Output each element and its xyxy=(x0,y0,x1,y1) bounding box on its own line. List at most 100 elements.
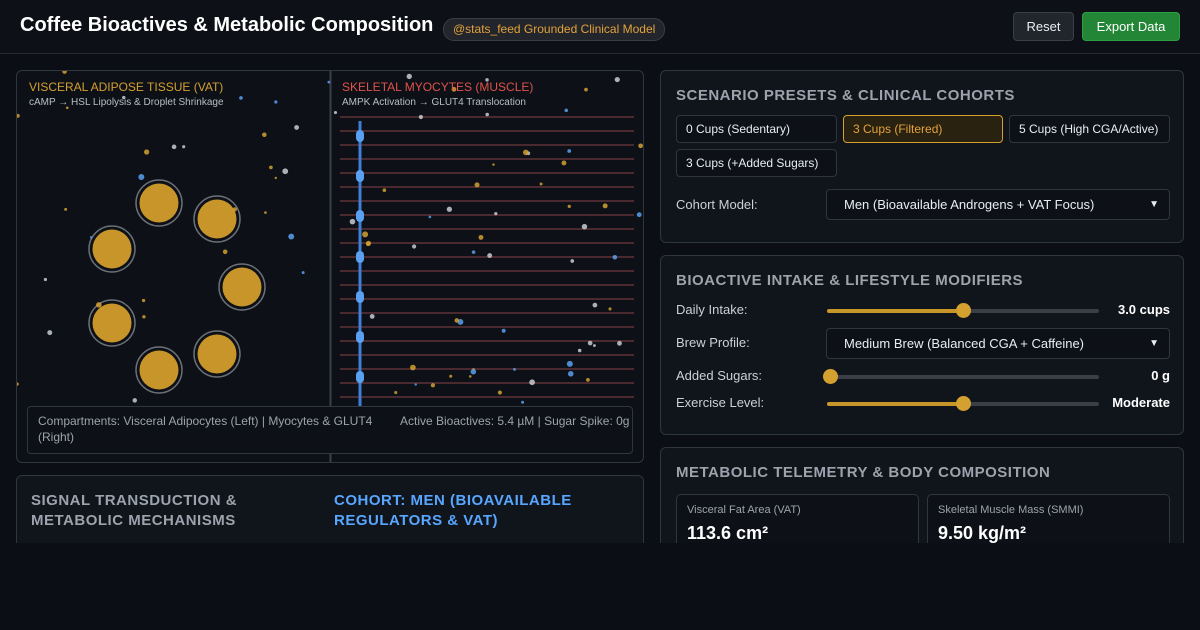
glut4-vesicle xyxy=(356,371,364,383)
brew-value: Medium Brew (Balanced CGA + Caffeine) xyxy=(844,336,1085,351)
particle xyxy=(468,375,472,378)
particle xyxy=(294,125,300,130)
particle xyxy=(539,182,543,186)
mechanisms-cohort: COHORT: MEN (BIOAVAILABLE REGULATORS & V… xyxy=(334,492,572,529)
particle xyxy=(636,212,642,218)
particle xyxy=(614,77,620,83)
exercise-value: Moderate xyxy=(1112,395,1170,410)
particle xyxy=(122,95,126,100)
particle xyxy=(142,315,146,319)
particle xyxy=(570,259,575,263)
particle xyxy=(274,100,278,104)
particle xyxy=(333,110,338,115)
particle xyxy=(414,383,417,386)
particle xyxy=(17,382,19,386)
presets-title: SCENARIO PRESETS & CLINICAL COHORTS xyxy=(676,87,1015,104)
particle xyxy=(470,369,477,375)
particle xyxy=(262,132,267,138)
adipocyte xyxy=(139,183,179,223)
particle xyxy=(365,240,372,246)
particle xyxy=(567,149,572,153)
glut4-vesicle xyxy=(356,331,364,343)
particle xyxy=(288,233,295,240)
adipocyte-membrane xyxy=(88,225,136,273)
particle xyxy=(43,277,48,282)
particle xyxy=(274,176,278,180)
adipocyte xyxy=(222,267,262,307)
particle xyxy=(182,145,186,149)
preset-button[interactable]: 3 Cups (+Added Sugars) xyxy=(676,149,837,177)
particle xyxy=(513,367,516,371)
particle xyxy=(282,168,289,175)
particle xyxy=(411,244,417,249)
reset-button[interactable]: Reset xyxy=(1013,12,1074,41)
particle xyxy=(62,71,67,74)
particle xyxy=(567,371,574,377)
particle xyxy=(608,307,612,311)
particle xyxy=(494,212,498,216)
adipocyte-membrane xyxy=(218,263,266,311)
brew-select[interactable]: Medium Brew (Balanced CGA + Caffeine) ▼ xyxy=(826,328,1170,359)
particle xyxy=(602,203,608,209)
particle xyxy=(446,206,452,212)
app-title: Coffee Bioactives & Metabolic Compositio… xyxy=(20,14,434,36)
particle xyxy=(369,314,375,319)
particle xyxy=(577,348,582,353)
particle xyxy=(89,236,93,239)
particle xyxy=(485,112,489,117)
particle xyxy=(471,250,476,254)
glut4-vesicle xyxy=(356,170,364,182)
particle xyxy=(96,302,102,308)
particle xyxy=(301,271,305,275)
adipocyte-membrane xyxy=(193,195,241,243)
telemetry-title: METABOLIC TELEMETRY & BODY COMPOSITION xyxy=(676,464,1051,481)
particle xyxy=(394,391,398,395)
adipocyte-membrane xyxy=(135,179,183,227)
particle xyxy=(593,344,596,347)
visualization xyxy=(17,71,643,462)
legend-box: Compartments: Visceral Adipocytes (Left)… xyxy=(27,406,633,454)
intake-slider[interactable] xyxy=(827,303,1099,318)
particle xyxy=(141,298,146,303)
sugar-value: 0 g xyxy=(1151,368,1170,383)
particle xyxy=(222,249,228,255)
particle xyxy=(264,211,267,214)
exercise-slider[interactable] xyxy=(827,396,1099,411)
glut4-vesicle xyxy=(356,210,364,222)
intake-label: Daily Intake: xyxy=(676,302,748,317)
particle xyxy=(239,96,243,100)
cohort-label: Cohort Model: xyxy=(676,197,758,212)
vat-subtitle: cAMP → HSL Lipolysis & Droplet Shrinkage xyxy=(29,97,224,108)
card-value: 113.6 cm² xyxy=(687,523,769,543)
presets-panel: SCENARIO PRESETS & CLINICAL COHORTS 0 Cu… xyxy=(660,70,1184,243)
export-button[interactable]: Export Data xyxy=(1082,12,1180,41)
particle xyxy=(430,383,436,388)
brew-label: Brew Profile: xyxy=(676,335,750,350)
cohort-select[interactable]: Men (Bioavailable Androgens + VAT Focus)… xyxy=(826,189,1170,220)
preset-button[interactable]: 3 Cups (Filtered) xyxy=(843,115,1003,143)
adipocyte-membrane xyxy=(193,330,241,378)
particle xyxy=(561,160,567,166)
particle xyxy=(132,398,137,403)
card-label: Skeletal Muscle Mass (SMMI) xyxy=(938,504,1084,516)
particle xyxy=(617,340,622,346)
particle xyxy=(65,106,69,110)
badge: @stats_feed Grounded Clinical Model xyxy=(443,18,666,41)
particle xyxy=(567,204,571,209)
preset-button[interactable]: 5 Cups (High CGA/Active) xyxy=(1009,115,1170,143)
particle xyxy=(406,73,412,80)
legend-status: Active Bioactives: 5.4 µM | Sugar Spike:… xyxy=(400,414,630,428)
adipocyte xyxy=(197,199,237,239)
particle xyxy=(587,340,593,346)
cohort-value: Men (Bioavailable Androgens + VAT Focus) xyxy=(844,197,1095,212)
particle xyxy=(485,78,489,82)
card-label: Visceral Fat Area (VAT) xyxy=(687,504,801,516)
glut4-vesicle xyxy=(356,291,364,303)
adipocyte-membrane xyxy=(135,346,183,394)
particle xyxy=(232,207,237,212)
sugar-label: Added Sugars: xyxy=(676,368,763,383)
preset-button[interactable]: 0 Cups (Sedentary) xyxy=(676,115,837,143)
particle xyxy=(584,87,588,92)
sugar-slider[interactable] xyxy=(822,369,1099,384)
